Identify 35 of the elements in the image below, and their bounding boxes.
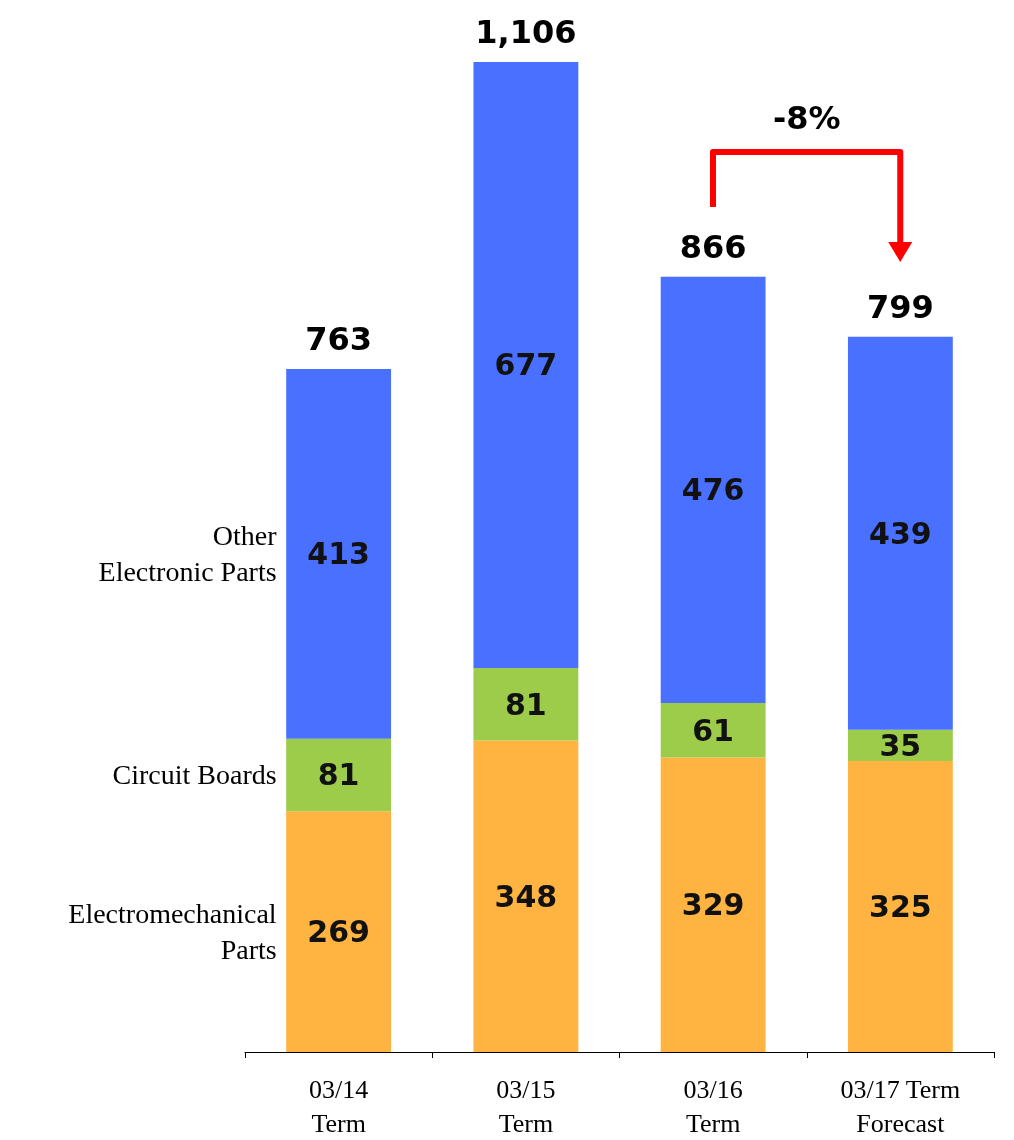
data-label: 677	[494, 347, 558, 383]
data-label: 413	[307, 536, 370, 572]
total-label: 763	[305, 320, 373, 359]
series-label: Other Electronic Parts	[98, 520, 278, 588]
bar	[286, 738, 392, 812]
data-label: 439	[869, 515, 932, 551]
x-tick-label: 03/14 Term	[309, 1074, 369, 1138]
bar	[473, 667, 579, 741]
data-label: 329	[681, 887, 745, 923]
total-label: 1,106	[475, 13, 577, 51]
data-label: 476	[681, 472, 745, 508]
x-tick-label: 03/16 Term	[683, 1074, 743, 1138]
data-label: 81	[317, 757, 360, 793]
data-label: 348	[494, 878, 558, 914]
data-label: 81	[505, 686, 547, 722]
data-label: 61	[692, 712, 734, 748]
bar	[847, 336, 953, 730]
total-label: 866	[679, 227, 747, 266]
x-tick-label: 03/15 Term	[496, 1074, 556, 1138]
x-tick-label: 03/17 Term Forecast	[840, 1074, 961, 1138]
bar	[660, 757, 766, 1052]
data-label: 35	[879, 727, 922, 763]
bar	[286, 369, 392, 739]
bar	[286, 811, 392, 1052]
data-label: 269	[307, 914, 370, 950]
total-label: 799	[866, 287, 934, 326]
bar	[473, 740, 579, 1052]
series-label: Circuit Boards	[112, 759, 277, 791]
bar	[660, 276, 766, 703]
series-label: Electromechanical Parts	[68, 898, 277, 966]
bar	[847, 761, 953, 1052]
bar	[473, 62, 579, 668]
annotation: -8%	[772, 98, 841, 137]
data-label: 325	[869, 889, 932, 925]
bar	[660, 702, 766, 758]
